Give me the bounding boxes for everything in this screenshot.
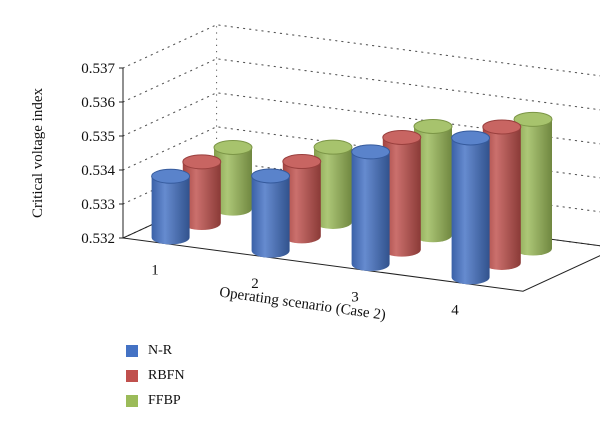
legend-swatch-ffbp xyxy=(126,394,138,407)
legend-item-rbfn: RBFN xyxy=(126,363,185,388)
legend-label-ffbp: FFBP xyxy=(148,392,181,408)
x-tick-label: 1 xyxy=(151,263,159,279)
bar-nr-3 xyxy=(351,144,391,272)
y-tick-label: 0.533 xyxy=(81,197,115,213)
legend-item-ffbp: FFBP xyxy=(126,388,185,413)
y-tick-label: 0.532 xyxy=(81,231,115,247)
y-tick-label: 0.537 xyxy=(81,61,115,77)
bar-nr-1 xyxy=(151,168,191,245)
gridline xyxy=(122,24,600,77)
legend-swatch-nr xyxy=(126,344,138,357)
legend-label-nr: N-R xyxy=(148,342,173,358)
bar-ffbp-4 xyxy=(513,111,553,256)
legend-item-nr: N-R xyxy=(126,338,185,363)
bar-ffbp-2 xyxy=(313,139,353,229)
chart-legend: N-R RBFN FFBP xyxy=(126,338,185,413)
x-axis-label: Operating scenario (Case 2) xyxy=(218,284,386,323)
bar-rbfn-3 xyxy=(382,129,422,257)
chart-bars xyxy=(151,111,553,285)
gridline xyxy=(122,58,600,111)
bar-ffbp-3 xyxy=(413,118,453,243)
bar-nr-4 xyxy=(451,130,491,285)
x-tick-label: 3 xyxy=(351,289,359,305)
chart-ticks: 0.532 0.533 0.534 0.535 0.536 0.537 1 2 3 4 xyxy=(81,61,459,319)
bar-rbfn-2 xyxy=(282,154,322,244)
bar-nr-2 xyxy=(251,168,291,258)
y-axis-label: Critical voltage index xyxy=(30,88,46,218)
y-tick-label: 0.536 xyxy=(81,95,115,111)
y-tick-label: 0.534 xyxy=(81,163,115,179)
x-tick-label: 2 xyxy=(251,276,259,292)
legend-swatch-rbfn xyxy=(126,369,138,382)
y-tick-label: 0.535 xyxy=(81,129,115,145)
x-tick-label: 4 xyxy=(451,303,459,319)
bar-rbfn-1 xyxy=(182,154,222,231)
bar-rbfn-4 xyxy=(482,119,522,270)
legend-label-rbfn: RBFN xyxy=(148,367,185,383)
bar-ffbp-1 xyxy=(213,139,253,216)
